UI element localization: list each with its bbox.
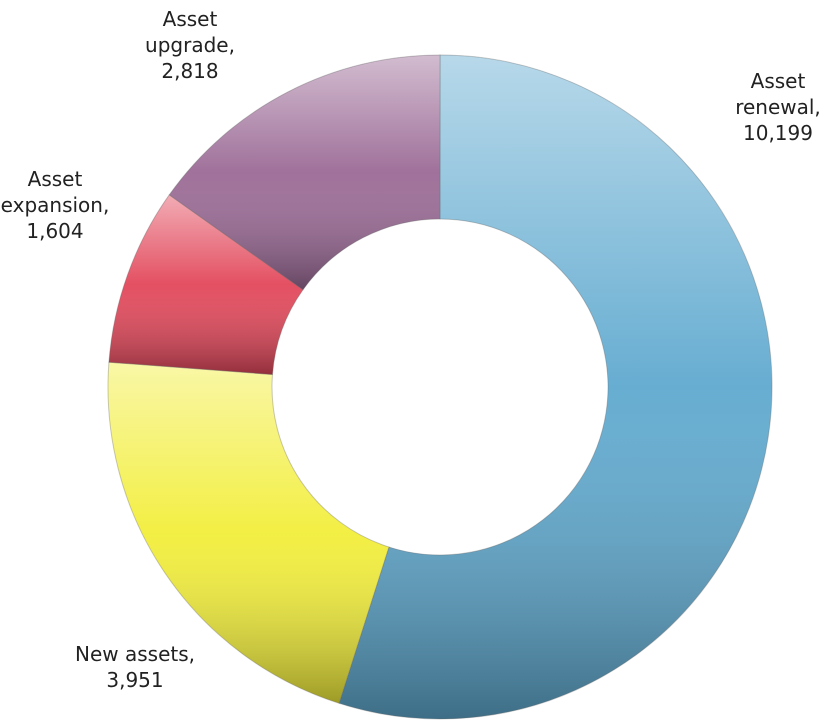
data-label: Asset renewal, 10,199 [720, 68, 831, 146]
slice [107, 361, 390, 704]
slice [168, 54, 441, 291]
label-name: Asset renewal, [735, 69, 821, 119]
label-name: Asset upgrade, [145, 7, 235, 57]
label-name: New assets, [75, 642, 195, 666]
label-name: Asset expansion, [0, 167, 110, 217]
label-value: 10,199 [743, 121, 813, 145]
label-value: 2,818 [161, 59, 219, 83]
data-label: Asset expansion, 1,604 [0, 166, 120, 244]
slice-shade [168, 54, 441, 291]
slice [338, 54, 773, 720]
slice [108, 194, 304, 375]
data-label: Asset upgrade, 2,818 [130, 6, 250, 84]
slice-shade [107, 361, 390, 704]
label-value: 3,951 [106, 668, 164, 692]
label-value: 1,604 [26, 219, 84, 243]
slice-shade [108, 194, 304, 375]
data-label: New assets, 3,951 [40, 641, 230, 693]
slice-shade [338, 54, 773, 720]
